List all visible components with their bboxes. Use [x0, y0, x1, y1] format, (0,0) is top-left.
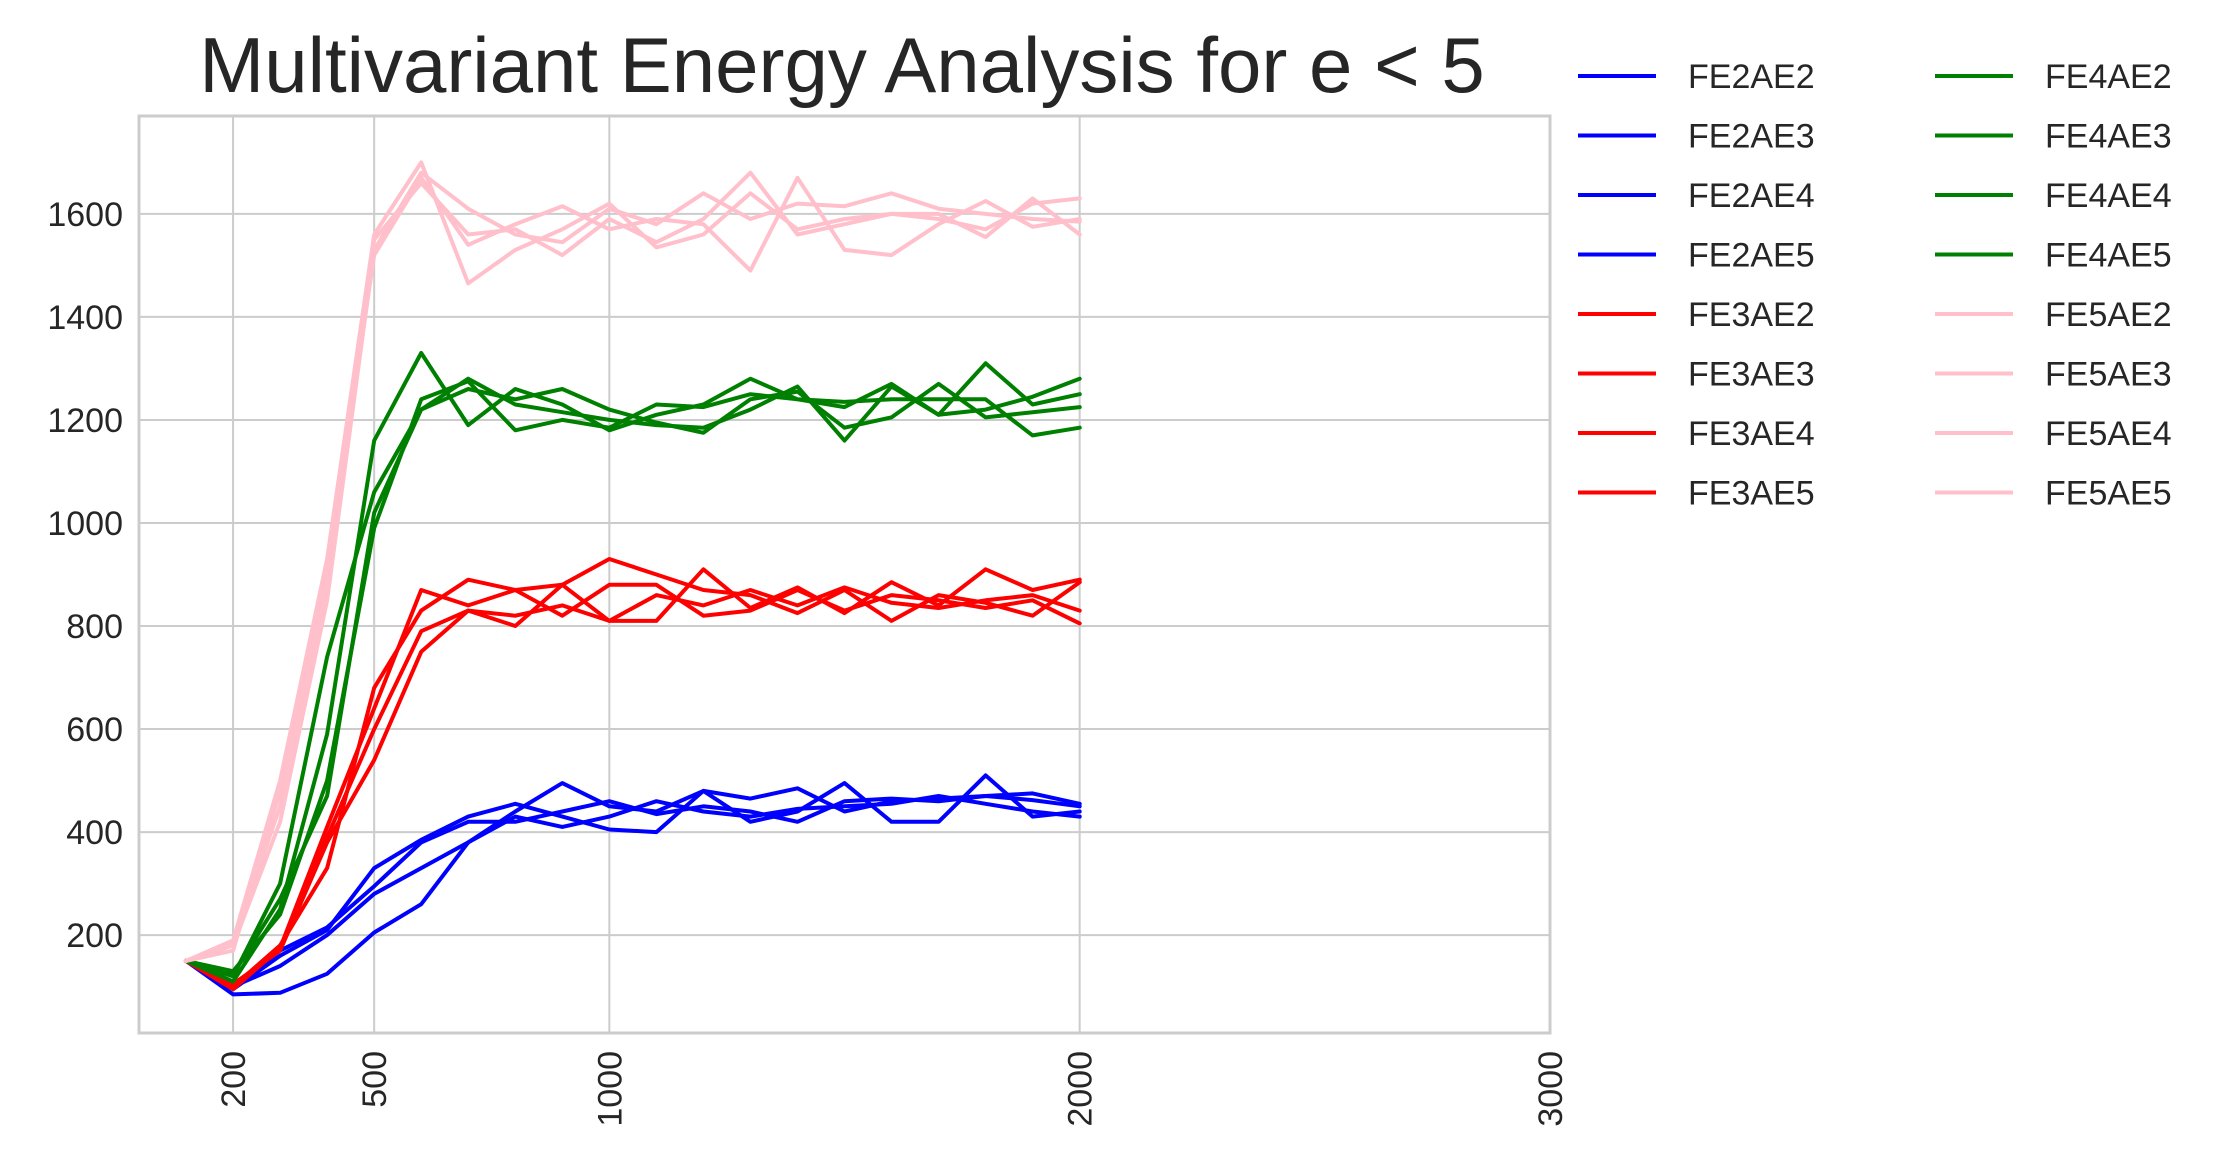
y-tick-label: 1000 [47, 505, 123, 543]
legend: FE2AE2 FE2AE3 FE2AE4 FE2AE5 FE3AE2 FE3AE3 FE3A… [1578, 58, 2172, 513]
legend-label: FE2AE4 [1688, 177, 1815, 215]
legend-label: FE5AE2 [2045, 296, 2172, 334]
series-line-fe5ae5 [184, 170, 1082, 963]
series-line-fe4ae5 [184, 381, 1082, 976]
legend-label: FE5AE5 [2045, 475, 2172, 513]
y-tick-label: 600 [66, 711, 123, 749]
y-tick-label: 200 [66, 917, 123, 955]
legend-label: FE5AE4 [2045, 415, 2172, 453]
legend-label: FE2AE5 [1688, 237, 1815, 275]
legend-label: FE2AE3 [1688, 118, 1815, 156]
y-tick-label: 400 [66, 814, 123, 852]
legend-label: FE3AE5 [1688, 475, 1815, 513]
legend-label: FE4AE5 [2045, 237, 2172, 275]
series-line-fe2ae3 [184, 794, 1082, 989]
series-line-fe3ae5 [184, 585, 1082, 989]
y-tick-label: 1200 [47, 402, 123, 440]
chart-title: Multivariant Energy Analysis for e < 5 [199, 21, 1484, 109]
legend-label: FE2AE2 [1688, 58, 1815, 96]
y-axis-ticks: 200 400 600 800 1000 1200 1400 1600 [47, 196, 123, 955]
x-tick-label: 500 [356, 1051, 394, 1108]
y-tick-label: 1400 [47, 299, 123, 337]
plot-frame [137, 114, 1552, 1035]
legend-label: FE4AE3 [2045, 118, 2172, 156]
legend-label: FE4AE2 [2045, 58, 2172, 96]
x-axis-ticks: 200 500 1000 2000 3000 [215, 1051, 1570, 1127]
legend-label: FE3AE2 [1688, 296, 1815, 334]
legend-label: FE3AE4 [1688, 415, 1815, 453]
series-line-fe4ae3 [184, 376, 1082, 979]
x-tick-label: 2000 [1062, 1051, 1100, 1127]
x-tick-label: 200 [215, 1051, 253, 1108]
series-line-fe4ae2 [184, 351, 1082, 984]
y-tick-label: 800 [66, 608, 123, 646]
series-line-fe2ae5 [184, 791, 1082, 989]
x-tick-label: 3000 [1532, 1051, 1570, 1127]
legend-label: FE4AE4 [2045, 177, 2172, 215]
y-tick-label: 1600 [47, 196, 123, 234]
x-tick-label: 1000 [591, 1051, 629, 1127]
series-line-fe3ae4 [184, 577, 1082, 989]
plot-lines [184, 160, 1082, 997]
legend-label: FE3AE3 [1688, 356, 1815, 394]
legend-label: FE5AE3 [2045, 356, 2172, 394]
